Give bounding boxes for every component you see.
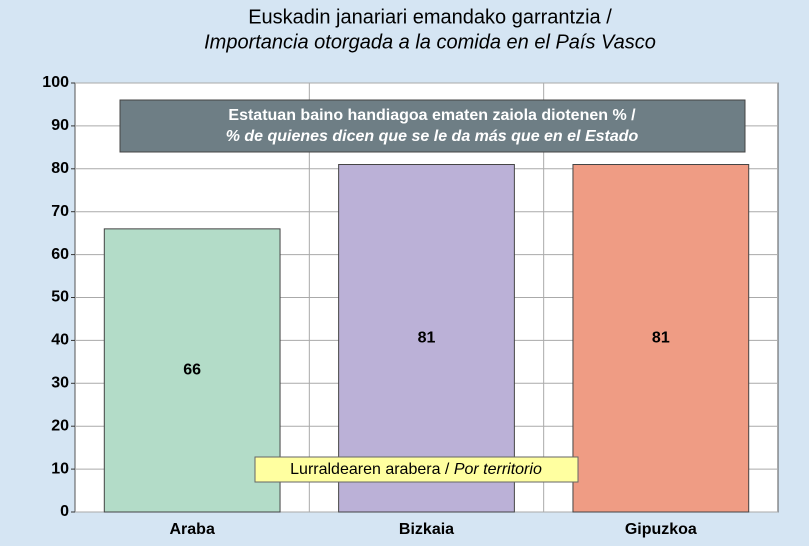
chart-title: Euskadin janariari emandako garrantzia /: [248, 6, 612, 28]
note: Lurraldearen arabera / Por territorio: [290, 461, 542, 478]
chart-subtitle: Importancia otorgada a la comida en el P…: [204, 31, 656, 53]
data-label: 66: [183, 362, 201, 379]
note-text: Lurraldearen arabera /: [290, 461, 450, 478]
y-tick-label: 90: [51, 117, 69, 134]
y-tick-label: 60: [51, 246, 69, 263]
bar: [572, 164, 750, 513]
y-tick-label: 70: [51, 203, 69, 220]
y-tick-label: 80: [51, 160, 69, 177]
bar: [103, 228, 281, 513]
y-tick-label: 40: [51, 332, 69, 349]
annotation: Estatuan baino handiagoa ematen zaiola d…: [228, 107, 636, 124]
annotation-box: [119, 99, 746, 153]
data-label: 81: [418, 329, 436, 346]
y-tick-label: 20: [51, 417, 69, 434]
y-tick-label: 50: [51, 289, 69, 306]
x-tick-label: Gipuzkoa: [625, 521, 697, 538]
data-label: 81: [652, 329, 670, 346]
note-box: [254, 456, 579, 483]
x-tick-label: Bizkaia: [399, 521, 454, 538]
bar: [338, 164, 515, 513]
annotation: % de quienes dicen que se le da más que …: [226, 128, 639, 145]
y-tick-label: 30: [51, 375, 69, 392]
note-text: Por territorio: [454, 461, 542, 478]
y-tick-label: 10: [51, 460, 69, 477]
y-tick-label: 100: [42, 74, 69, 91]
x-tick-label: Araba: [169, 521, 214, 538]
y-tick-label: 0: [60, 503, 69, 520]
